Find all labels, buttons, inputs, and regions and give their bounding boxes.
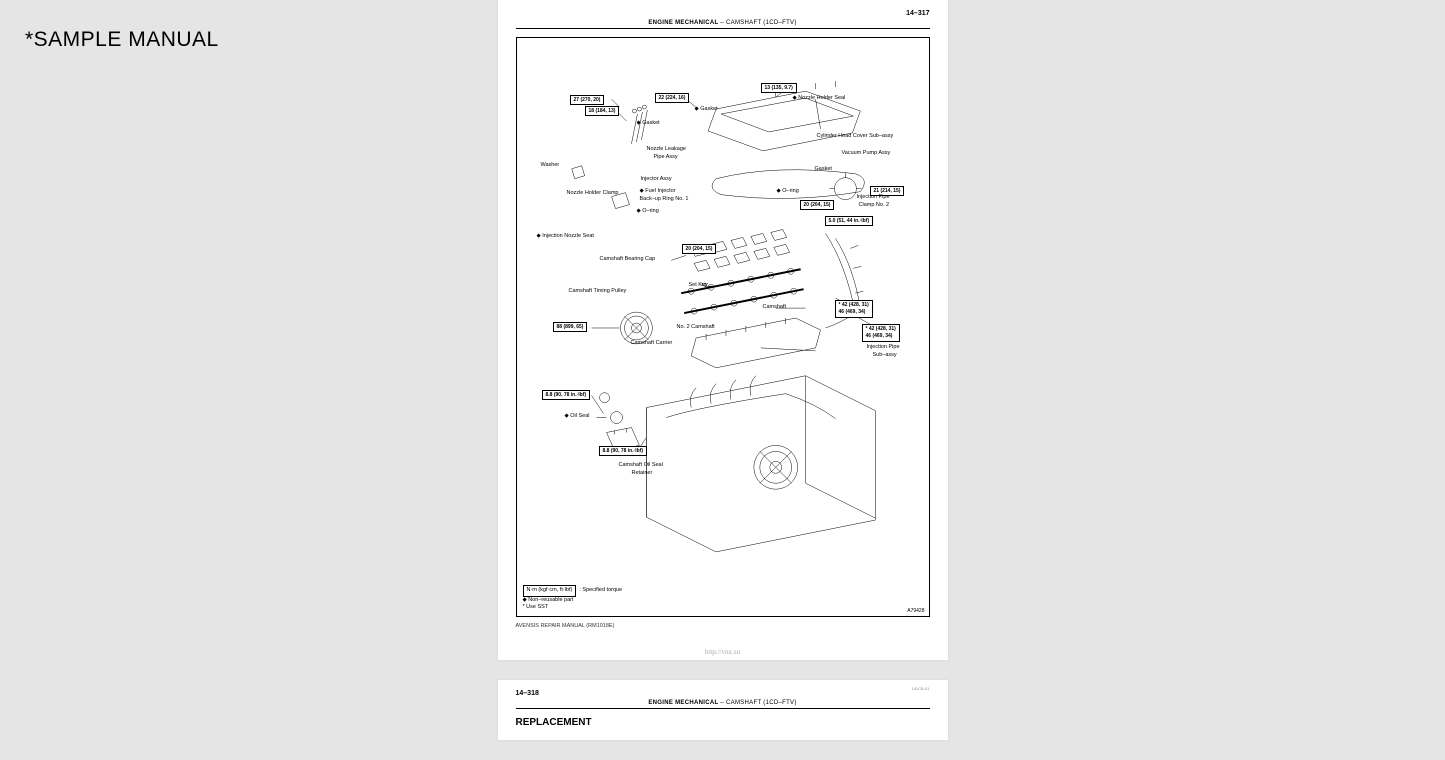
part-label: Sub–assy — [873, 352, 897, 358]
part-label: Camshaft Timing Pulley — [569, 288, 627, 294]
part-label: Washer — [541, 162, 560, 168]
legend-sst: * Use SST — [523, 604, 623, 612]
part-label: ◆ Nozzle Holder Seal — [793, 95, 846, 101]
header-section: ENGINE MECHANICAL — [648, 20, 718, 26]
legend-nonreusable: ◆ Non–reusable part — [523, 597, 623, 605]
part-label: ◆ Injection Nozzle Seat — [537, 233, 594, 239]
torque-spec-box: * 42 (428, 31)46 (469, 34) — [862, 324, 900, 342]
torque-spec-box: * 42 (428, 31)46 (469, 34) — [835, 300, 873, 318]
part-label: Nozzle Leakage — [647, 146, 686, 152]
diagram-legend: N·m (kgf·cm, ft·lbf): Specified torque ◆… — [523, 585, 623, 612]
page2-header-sep: – — [718, 700, 726, 706]
torque-spec-box: 27 (270, 20) — [570, 95, 605, 105]
part-label: ◆ Oil Seal — [565, 413, 590, 419]
page-header: ENGINE MECHANICAL – CAMSHAFT (1CD–FTV) — [516, 20, 930, 29]
sample-watermark: *SAMPLE MANUAL — [25, 28, 219, 52]
part-label: ◆ O–ring — [637, 208, 659, 214]
torque-spec-box: 13 (135, 9.7) — [761, 83, 797, 93]
manual-footer: AVENSIS REPAIR MANUAL (RM1018E) — [516, 623, 930, 629]
part-label: Pipe Assy — [654, 154, 678, 160]
url-watermark: http://vnx.su — [705, 648, 740, 656]
part-label: Camshaft Oil Seal — [619, 462, 663, 468]
part-label: Set Key — [689, 282, 708, 288]
torque-spec-box: 20 (204, 15) — [682, 244, 717, 254]
diagram-id: A79428 — [907, 608, 924, 614]
manual-page-2: 141CB-01 14–318 ENGINE MECHANICAL – CAMS… — [498, 680, 948, 740]
part-label: ◆ Gasket — [637, 120, 660, 126]
page2-code: 141CB-01 — [911, 686, 929, 691]
part-label: Back–up Ring No. 1 — [640, 196, 689, 202]
part-label: Nozzle Holder Clamp — [567, 190, 619, 196]
part-label: Clamp No. 2 — [859, 202, 890, 208]
page-stack: 14–317 ENGINE MECHANICAL – CAMSHAFT (1CD… — [498, 0, 948, 760]
torque-spec-box: 18 (184, 13) — [585, 106, 620, 116]
page-number: 14–317 — [516, 10, 930, 17]
header-subsection: CAMSHAFT (1CD–FTV) — [726, 20, 797, 26]
page2-header-section: ENGINE MECHANICAL — [648, 700, 718, 706]
header-sep: – — [718, 20, 726, 26]
exploded-diagram: 27 (270, 20)18 (184, 13) 22 (224, 16) 13 (… — [516, 37, 930, 617]
page2-header: ENGINE MECHANICAL – CAMSHAFT (1CD–FTV) — [516, 700, 930, 709]
torque-spec-box: 5.0 (51, 44 in.·lbf) — [825, 216, 874, 226]
page2-number: 14–318 — [516, 690, 930, 697]
part-label: Camshaft Bearing Cap — [600, 256, 656, 262]
part-label: Camshaft — [763, 304, 787, 310]
torque-spec-box: 8.8 (90, 78 in.·lbf) — [599, 446, 648, 456]
part-label: Gasket — [815, 166, 832, 172]
torque-spec-box: 88 (899, 65) — [553, 322, 588, 332]
replacement-heading: REPLACEMENT — [516, 717, 930, 728]
torque-spec-box: 20 (204, 15) — [800, 200, 835, 210]
part-label: Vacuum Pump Assy — [842, 150, 891, 156]
torque-spec-box: 8.8 (90, 78 in.·lbf) — [542, 390, 591, 400]
legend-torque-box: N·m (kgf·cm, ft·lbf) — [523, 585, 577, 597]
part-label: Injection Pipe — [857, 194, 890, 200]
legend-torque-text: : Specified torque — [579, 587, 622, 593]
part-label: Retainer — [632, 470, 653, 476]
manual-page-1: 14–317 ENGINE MECHANICAL – CAMSHAFT (1CD… — [498, 0, 948, 660]
part-label: Cylinder Head Cover Sub–assy — [817, 133, 894, 139]
part-label: ◆ Fuel Injector — [640, 188, 676, 194]
part-label: Injection Pipe — [867, 344, 900, 350]
part-label: Injector Assy — [641, 176, 672, 182]
part-label: Camshaft Carrier — [631, 340, 673, 346]
part-label: No. 2 Camshaft — [677, 324, 715, 330]
part-label: ◆ O–ring — [777, 188, 799, 194]
part-label: ◆ Gasket — [695, 106, 718, 112]
page2-header-subsection: CAMSHAFT (1CD–FTV) — [726, 700, 797, 706]
torque-spec-box: 22 (224, 16) — [655, 93, 690, 103]
